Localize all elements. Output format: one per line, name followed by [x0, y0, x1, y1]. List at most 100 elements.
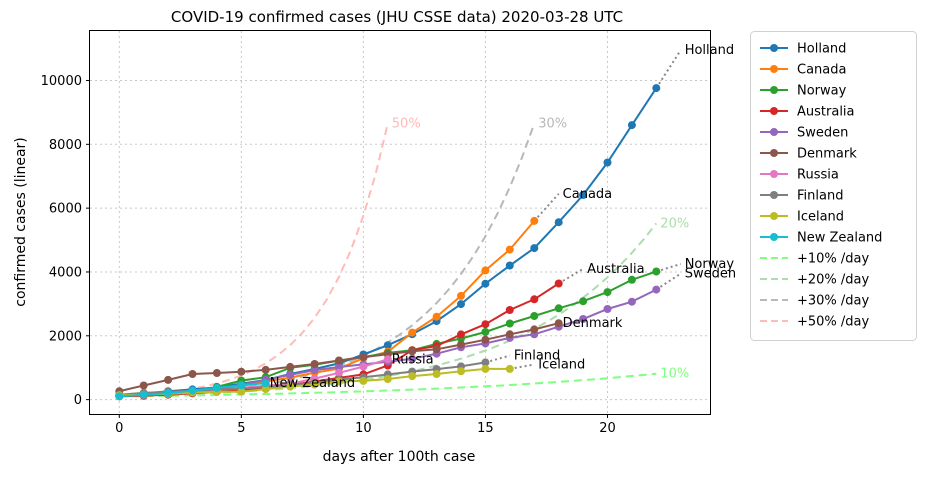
- data-point-iceland: [432, 370, 441, 378]
- forecast-line-australia: [558, 267, 584, 285]
- data-point-iceland: [457, 367, 465, 376]
- series-label-russia: Russia: [392, 352, 434, 367]
- data-point-new-zealand: [164, 389, 173, 398]
- reference-line-50: [119, 123, 389, 398]
- x-tick-label: 15: [477, 421, 494, 436]
- data-point-norway: [481, 328, 490, 336]
- data-point-australia: [530, 295, 539, 304]
- data-point-canada: [481, 266, 490, 275]
- data-point-holland: [481, 279, 490, 288]
- legend-marker-australia: [770, 107, 778, 115]
- data-point-denmark: [139, 381, 148, 390]
- data-point-finland: [481, 358, 490, 367]
- data-point-iceland: [408, 372, 417, 381]
- data-point-australia: [505, 306, 514, 314]
- reference-line-20: [119, 222, 658, 398]
- series-label-finland: Finland: [514, 349, 560, 364]
- x-axis-label: days after 100th case: [323, 449, 476, 465]
- legend-marker-russia: [770, 170, 778, 178]
- data-point-russia: [359, 362, 368, 371]
- data-point-denmark: [505, 330, 514, 339]
- data-point-canada: [530, 216, 539, 225]
- series-label-holland: Holland: [685, 43, 734, 58]
- data-point-sweden: [652, 285, 661, 294]
- data-point-new-zealand: [212, 383, 221, 392]
- legend-label-australia: Australia: [797, 105, 855, 120]
- data-point-norway: [627, 275, 636, 284]
- legend-marker-norway: [770, 86, 778, 94]
- data-point-denmark: [164, 375, 173, 384]
- data-point-denmark: [286, 362, 295, 371]
- data-point-new-zealand: [261, 379, 270, 388]
- data-point-holland: [457, 300, 465, 309]
- series-label-denmark: Denmark: [563, 316, 623, 331]
- reference-label-50: 50%: [392, 117, 421, 132]
- series-label-norway: Norway: [685, 257, 735, 272]
- data-point-australia: [457, 330, 465, 339]
- forecast-line-sweden: [655, 272, 682, 291]
- legend-marker-new-zealand: [770, 233, 778, 241]
- series-layer: [115, 49, 682, 401]
- data-point-denmark: [335, 356, 343, 365]
- reference-label-20: 20%: [660, 216, 689, 231]
- data-point-iceland: [310, 380, 319, 389]
- legend-box: [750, 31, 917, 341]
- data-point-canada: [505, 245, 514, 254]
- data-point-australia: [481, 320, 490, 329]
- data-point-norway: [530, 312, 539, 320]
- data-point-denmark: [481, 335, 490, 344]
- chart-title: COVID-19 confirmed cases (JHU CSSE data)…: [171, 8, 623, 26]
- plot-frame: [89, 30, 711, 415]
- data-point-canada: [432, 312, 441, 321]
- data-point-denmark: [188, 370, 197, 378]
- legend-marker-finland: [770, 191, 778, 199]
- data-point-iceland: [335, 377, 343, 386]
- data-point-iceland: [383, 375, 392, 383]
- data-point-sweden: [335, 363, 343, 371]
- data-point-sweden: [286, 370, 295, 379]
- legend-marker-holland: [770, 44, 778, 52]
- data-point-denmark: [212, 369, 221, 377]
- y-tick-label: 10000: [41, 74, 82, 89]
- data-point-norway: [652, 267, 661, 276]
- data-point-sweden: [603, 305, 612, 313]
- data-point-iceland: [261, 385, 270, 394]
- data-point-holland: [603, 158, 612, 167]
- legend-marker-denmark: [770, 149, 778, 157]
- legend-label-finland: Finland: [797, 189, 843, 204]
- series-label-australia: Australia: [587, 262, 645, 277]
- data-point-iceland: [359, 376, 368, 385]
- forecast-line-norway: [656, 263, 681, 273]
- data-point-denmark: [261, 365, 270, 374]
- forecast-line-canada: [533, 193, 560, 222]
- data-point-sweden: [408, 354, 417, 363]
- data-point-denmark: [457, 340, 465, 349]
- data-point-denmark: [432, 345, 441, 354]
- legend-label-10-day: +10% /day: [797, 252, 870, 267]
- x-tick-label: 5: [237, 421, 245, 436]
- data-point-iceland: [286, 382, 295, 391]
- data-point-new-zealand: [115, 392, 124, 401]
- forecast-line-holland: [655, 49, 682, 89]
- legend-label-30-day: +30% /day: [797, 294, 870, 309]
- legend-label-20-day: +20% /day: [797, 273, 870, 288]
- legend-label-holland: Holland: [797, 42, 846, 57]
- y-tick-label: 0: [74, 393, 82, 408]
- data-point-iceland: [505, 364, 514, 373]
- legend-label-canada: Canada: [797, 63, 846, 78]
- data-point-holland: [383, 341, 392, 350]
- data-point-norway: [579, 297, 588, 306]
- grid-layer: [90, 31, 710, 414]
- data-point-new-zealand: [188, 386, 197, 395]
- y-axis-label: confirmed cases (linear): [13, 137, 29, 307]
- data-point-holland: [627, 121, 636, 130]
- data-point-holland: [652, 84, 661, 93]
- data-point-holland: [554, 218, 563, 227]
- data-point-new-zealand: [139, 390, 148, 399]
- legend-label-new-zealand: New Zealand: [797, 231, 882, 246]
- legend-label-iceland: Iceland: [797, 210, 844, 225]
- y-tick-label: 6000: [49, 202, 82, 217]
- data-point-new-zealand: [237, 381, 246, 390]
- data-point-russia: [383, 355, 392, 364]
